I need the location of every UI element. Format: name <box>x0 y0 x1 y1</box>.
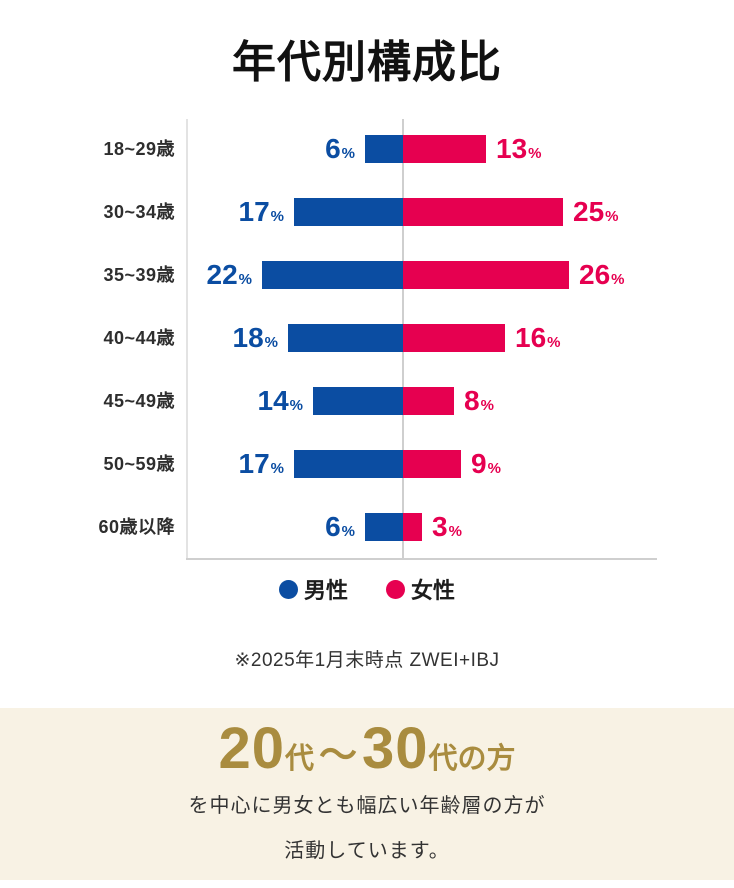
headline-part: 〜 <box>318 735 357 777</box>
headline-part: 代の方 <box>428 743 516 775</box>
headline-part: 20 <box>218 716 285 781</box>
left-axis-line <box>186 119 188 558</box>
male-bar <box>365 135 403 163</box>
female-bar <box>403 198 563 226</box>
category-label: 35~39歳 <box>103 265 175 285</box>
legend-label: 男性 <box>303 578 348 603</box>
female-bar <box>403 261 569 289</box>
chart-row: 35~39歳 22% 26% <box>0 261 734 289</box>
male-value: 6% <box>325 513 355 541</box>
female-value: 13% <box>496 135 542 163</box>
female-value: 3% <box>432 513 462 541</box>
value-number: 13 <box>496 133 528 164</box>
value-number: 3 <box>432 511 448 542</box>
summary-banner: 20代 〜30代の方 を中心に男女とも幅広い年齢層の方が 活動しています。 <box>0 708 734 880</box>
category-label: 18~29歳 <box>103 139 175 159</box>
female-bar <box>403 135 486 163</box>
male-bar <box>294 198 403 226</box>
percent-sign: % <box>480 397 494 414</box>
age-composition-chart: 18~29歳 6% 13% 30~34歳 17% 25% 35~39歳 22% 26% 40~44… <box>0 115 734 560</box>
percent-sign: % <box>547 334 561 351</box>
male-value: 22% <box>207 261 253 289</box>
legend-dot <box>386 579 405 599</box>
value-number: 22 <box>206 259 238 290</box>
headline-part: 代 <box>284 743 314 775</box>
chart-row: 50~59歳 17% 9% <box>0 450 734 478</box>
chart-row: 60歳以降 6% 3% <box>0 513 734 541</box>
headline-part: 30 <box>362 716 429 781</box>
percent-sign: % <box>605 208 619 225</box>
percent-sign: % <box>289 397 303 414</box>
chart-row: 40~44歳 18% 16% <box>0 324 734 352</box>
female-value: 26% <box>579 261 625 289</box>
legend-dot <box>278 579 298 599</box>
male-bar <box>262 261 403 289</box>
category-label: 40~44歳 <box>103 328 175 348</box>
percent-sign: % <box>487 460 501 477</box>
value-number: 18 <box>232 322 264 353</box>
percent-sign: % <box>270 208 284 225</box>
male-bar <box>288 324 403 352</box>
value-number: 26 <box>579 259 611 290</box>
chart-row: 30~34歳 17% 25% <box>0 198 734 226</box>
value-number: 9 <box>471 448 487 479</box>
male-value: 17% <box>239 198 285 226</box>
bottom-axis-line <box>186 558 657 560</box>
male-value: 17% <box>239 450 285 478</box>
female-bar <box>403 387 454 415</box>
female-value: 16% <box>515 324 561 352</box>
legend: 男性 女性 <box>0 573 734 605</box>
banner-headline: 20代 〜30代の方 <box>0 708 734 778</box>
chart-row: 18~29歳 6% 13% <box>0 135 734 163</box>
value-number: 6 <box>325 133 341 164</box>
male-bar <box>365 513 403 541</box>
female-value: 25% <box>573 198 619 226</box>
male-value: 14% <box>258 387 304 415</box>
percent-sign: % <box>341 145 355 162</box>
value-number: 14 <box>257 385 289 416</box>
category-label: 45~49歳 <box>103 391 175 411</box>
value-number: 6 <box>325 511 341 542</box>
male-bar <box>294 450 403 478</box>
value-number: 17 <box>238 448 270 479</box>
female-bar <box>403 324 505 352</box>
percent-sign: % <box>611 271 625 288</box>
female-bar <box>403 513 422 541</box>
value-number: 25 <box>573 196 605 227</box>
page-title: 年代別構成比 <box>232 38 502 87</box>
banner-line2: 活動しています。 <box>284 840 450 862</box>
male-value: 6% <box>325 135 355 163</box>
female-bar <box>403 450 461 478</box>
percent-sign: % <box>448 523 462 540</box>
male-bar <box>313 387 403 415</box>
category-label: 30~34歳 <box>103 202 175 222</box>
banner-line1: を中心に男女とも幅広い年齢層の方が <box>188 795 546 817</box>
footnote: ※2025年1月末時点 ZWEI+IBJ <box>234 650 500 671</box>
value-number: 17 <box>238 196 270 227</box>
percent-sign: % <box>341 523 355 540</box>
percent-sign: % <box>270 460 284 477</box>
legend-item: 男性 <box>278 573 348 605</box>
percent-sign: % <box>264 334 278 351</box>
percent-sign: % <box>528 145 542 162</box>
legend-label: 女性 <box>411 578 456 603</box>
value-number: 16 <box>515 322 547 353</box>
percent-sign: % <box>238 271 252 288</box>
female-value: 9% <box>471 450 501 478</box>
legend-item: 女性 <box>386 573 455 605</box>
category-label: 60歳以降 <box>98 517 175 537</box>
male-value: 18% <box>233 324 279 352</box>
chart-row: 45~49歳 14% 8% <box>0 387 734 415</box>
value-number: 8 <box>464 385 480 416</box>
category-label: 50~59歳 <box>103 454 175 474</box>
female-value: 8% <box>464 387 494 415</box>
